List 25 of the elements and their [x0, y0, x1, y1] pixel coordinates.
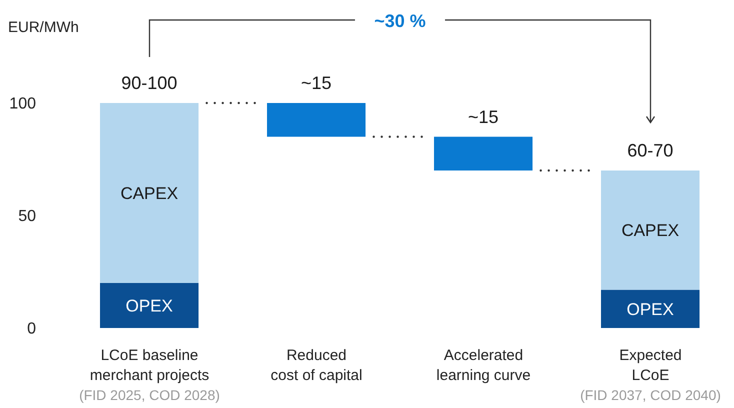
- total-label: 60-70: [627, 140, 674, 160]
- data-label: ~15: [300, 73, 332, 93]
- y-tick-label: 50: [18, 208, 36, 226]
- text: CAPEX: [120, 184, 178, 203]
- text: (FID 2025, COD 2028): [79, 387, 220, 403]
- x-tick-label: Accelerated learning curve: [436, 347, 531, 384]
- bar: [434, 136, 533, 170]
- x-tick-label: LCoE baseline merchant projects: [90, 347, 210, 384]
- bar: [100, 103, 199, 283]
- text: OPEX: [126, 296, 173, 316]
- y-tick-label: 0: [27, 320, 36, 338]
- total-label: 90-100: [121, 73, 178, 93]
- bar: [601, 170, 700, 290]
- text: ~30 %: [374, 11, 426, 31]
- x-tick-label: Expected LCoE: [619, 347, 682, 384]
- y-tick-label: 100: [9, 96, 36, 113]
- x-tick-label: Reduced cost of capital: [270, 347, 362, 384]
- series-label: CAPEX: [621, 221, 680, 240]
- bar: [267, 103, 366, 137]
- text: (FID 2037, COD 2040): [580, 387, 721, 403]
- series-label: OPEX: [626, 300, 674, 319]
- bar: [601, 290, 700, 328]
- bar: [100, 283, 199, 328]
- y-axis-title: EUR/MWh: [8, 19, 79, 36]
- data-label: ~15: [468, 106, 499, 127]
